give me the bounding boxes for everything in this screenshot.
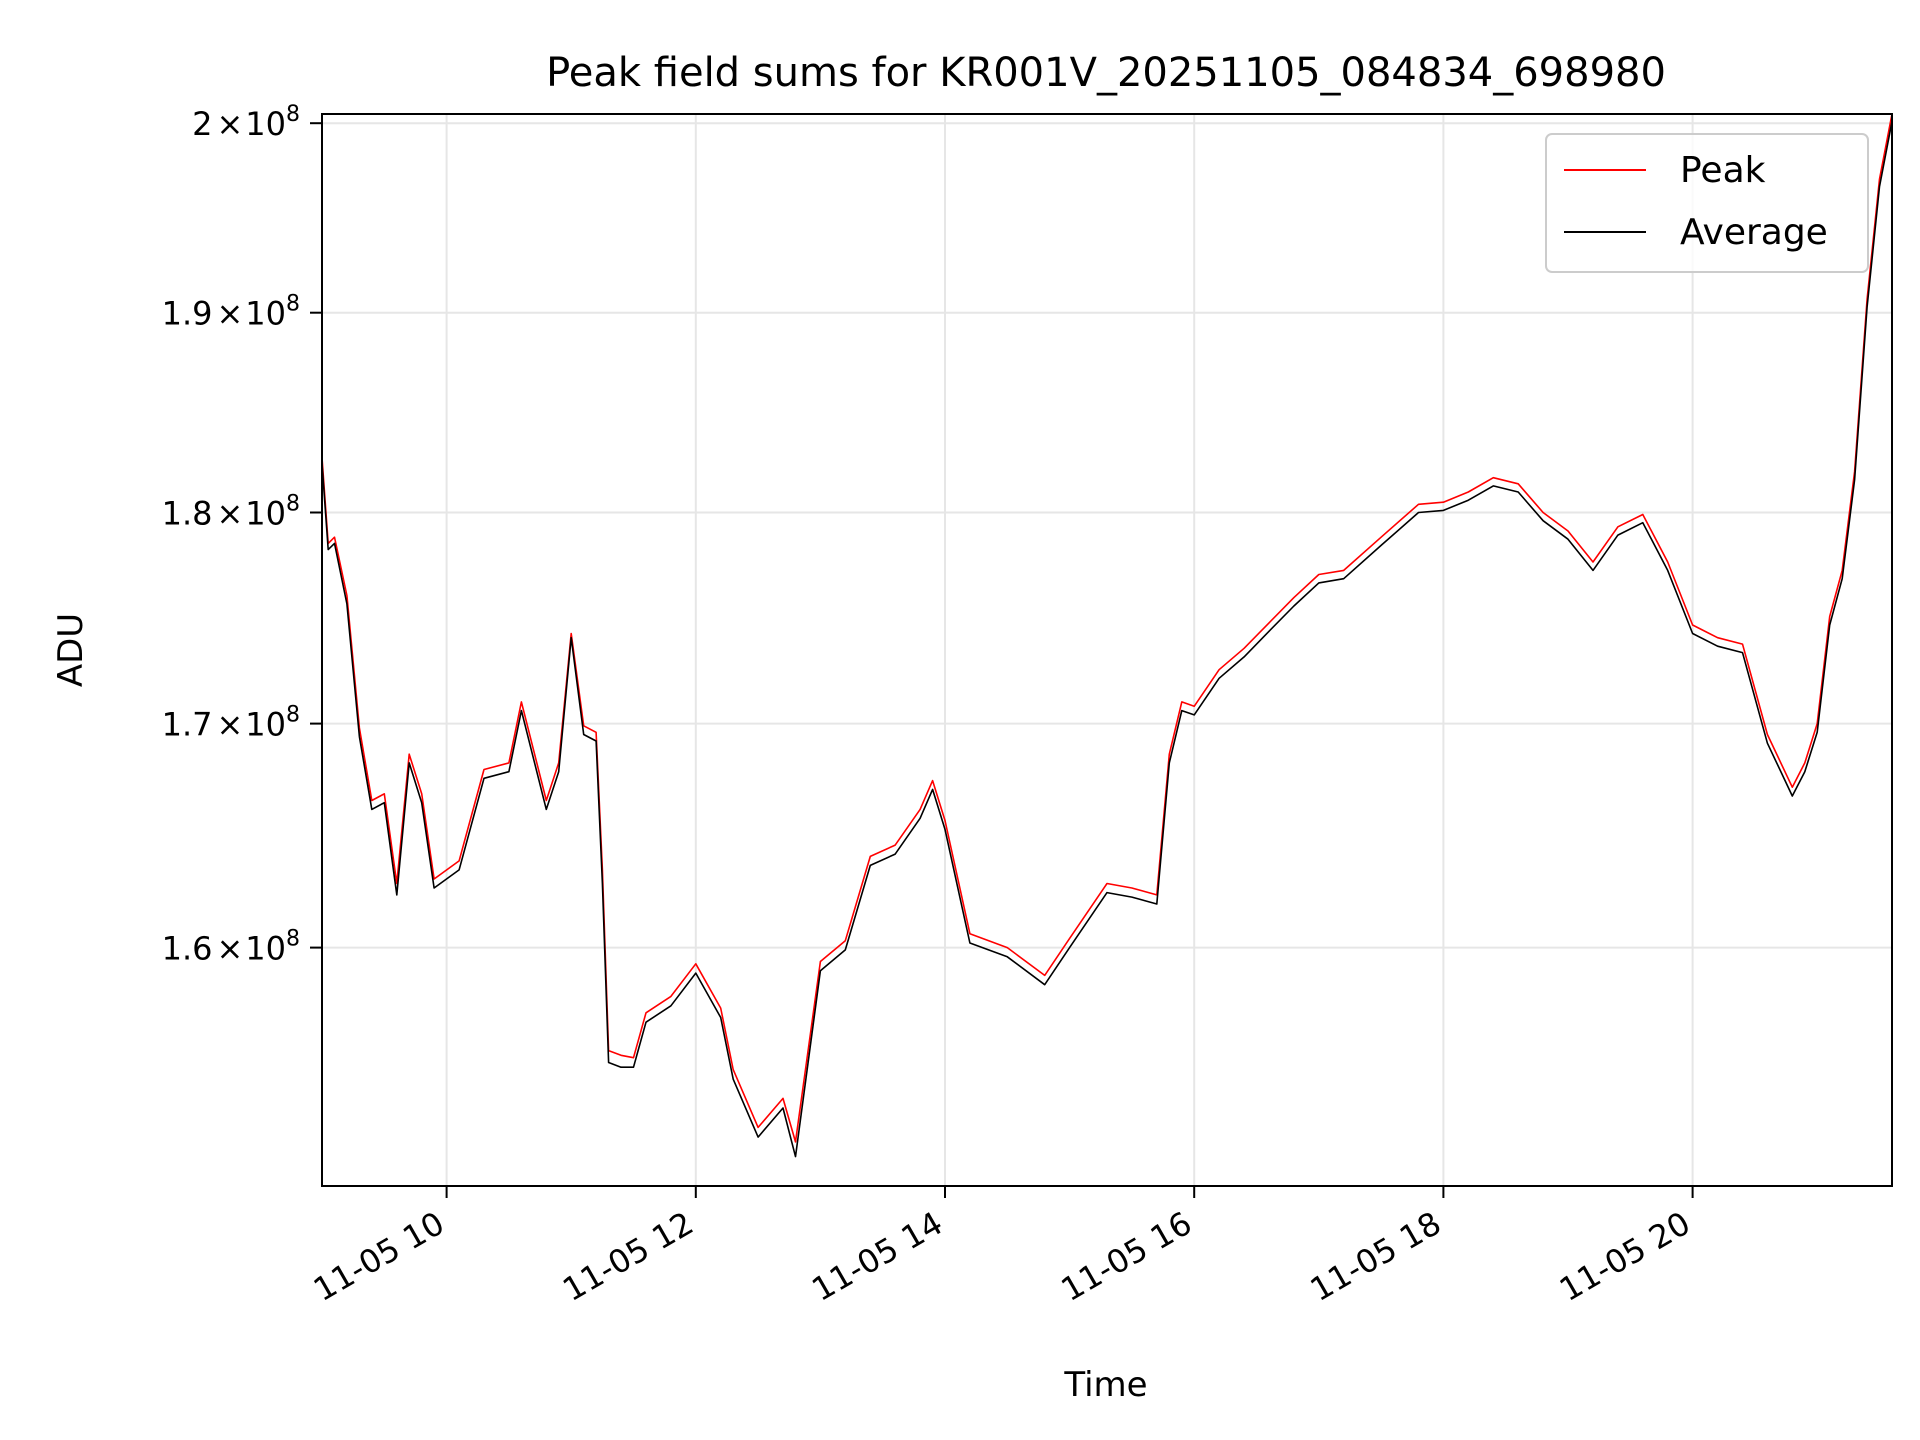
y-axis-label: ADU — [51, 613, 91, 687]
y-axis: 1.6 ×108 1.7 ×108 1.8 ×108 1.9 ×108 2 ×108 — [162, 102, 322, 968]
y-tick-label: 1.6 ×108 — [162, 927, 300, 968]
series-lines — [322, 114, 1892, 1158]
chart-title: Peak field sums for KR001V_20251105_0848… — [546, 50, 1666, 96]
y-tick-label: 1.9 ×108 — [162, 292, 300, 333]
y-tick-label: 2 ×108 — [192, 102, 300, 143]
legend-box — [1545, 133, 1869, 273]
series-line-average — [322, 121, 1892, 1158]
x-axis-label: Time — [1063, 1365, 1147, 1405]
legend: Peak Average — [1545, 133, 1869, 273]
y-tick-label: 1.8 ×108 — [162, 492, 300, 533]
legend-label-peak: Peak — [1680, 150, 1766, 191]
series-line-peak — [322, 114, 1892, 1143]
plot-frame — [321, 113, 1893, 1187]
y-tick-label: 1.7 ×108 — [162, 703, 300, 744]
legend-label-average: Average — [1680, 212, 1828, 253]
